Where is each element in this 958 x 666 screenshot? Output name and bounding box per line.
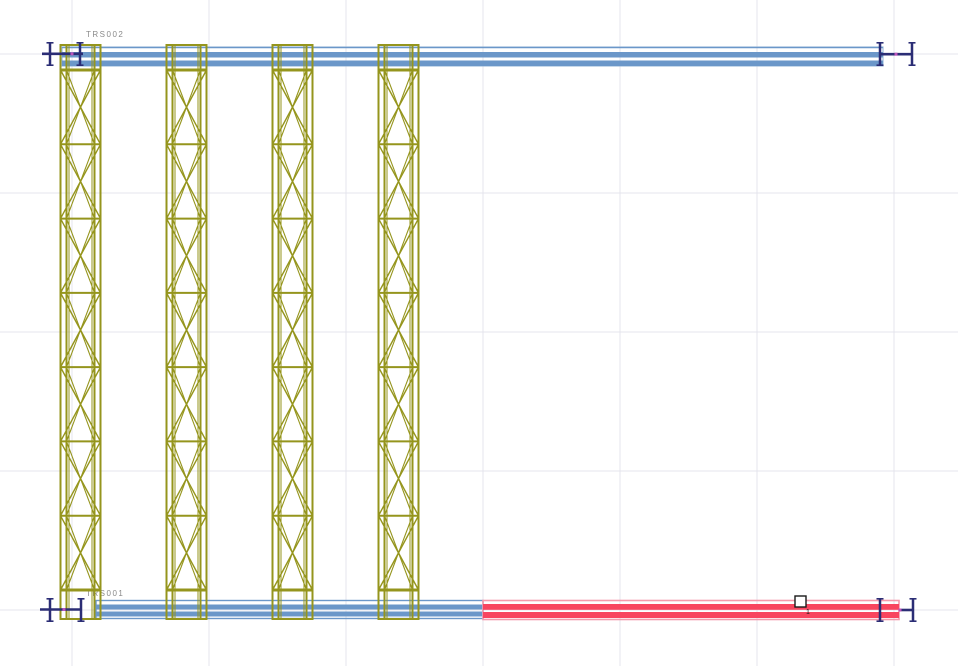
beam-chord xyxy=(62,52,883,58)
truss-diagonal xyxy=(383,366,414,442)
node-point xyxy=(70,52,74,56)
truss-2[interactable] xyxy=(165,44,208,620)
truss-diagonal xyxy=(65,441,96,516)
truss-diagonal xyxy=(277,515,308,591)
truss-diagonal xyxy=(65,366,96,442)
node-point xyxy=(894,52,898,56)
truss-diagonal xyxy=(383,292,414,368)
truss-diagonal xyxy=(171,441,202,516)
beam-trs002[interactable] xyxy=(61,46,884,67)
truss-diagonal xyxy=(277,292,308,368)
truss-diagonal xyxy=(65,69,96,145)
truss-diagonal xyxy=(65,218,96,294)
truss-diagonal xyxy=(65,144,96,219)
truss-diagonal xyxy=(171,366,202,442)
truss-diagonal xyxy=(277,218,308,294)
connector-top-left[interactable] xyxy=(42,41,84,66)
connector-bottom-right[interactable] xyxy=(876,597,917,623)
truss-3[interactable] xyxy=(271,44,314,620)
truss-diagonal xyxy=(277,144,308,219)
beam-label-trs001: TRS001 xyxy=(86,589,124,598)
truss-diagonal xyxy=(277,441,308,516)
truss-diagonal xyxy=(383,144,414,219)
marker-1[interactable]: 1 xyxy=(794,595,810,616)
truss-diagonal xyxy=(383,218,414,294)
beam-chord xyxy=(483,604,899,610)
truss-diagonal xyxy=(383,515,414,591)
truss-diagonal xyxy=(171,69,202,145)
beam-chord xyxy=(62,60,883,66)
beam-chord xyxy=(483,612,899,618)
node-point xyxy=(62,608,66,611)
truss-diagonal xyxy=(171,218,202,294)
truss-diagonal xyxy=(277,366,308,442)
marker-square xyxy=(794,595,807,608)
truss-diagonal xyxy=(383,441,414,516)
truss-diagonal xyxy=(171,515,202,591)
truss-1[interactable] xyxy=(59,44,102,620)
labels-layer: TRS002 TRS001 xyxy=(86,30,124,598)
truss-diagonal xyxy=(171,292,202,368)
beam-label-trs002: TRS002 xyxy=(86,30,124,39)
truss-4[interactable] xyxy=(377,44,420,620)
beam-trs001-blue[interactable] xyxy=(95,599,484,620)
truss-diagonal xyxy=(65,292,96,368)
truss-diagonal xyxy=(383,69,414,145)
marker-number: 1 xyxy=(806,609,810,616)
beam-chord xyxy=(96,611,483,617)
truss-diagonal xyxy=(171,144,202,219)
node-point xyxy=(898,608,902,612)
connector-bottom-left[interactable] xyxy=(40,597,85,623)
truss-diagonal xyxy=(277,69,308,145)
beam-chord xyxy=(96,604,483,610)
connector-top-right[interactable] xyxy=(876,41,916,66)
truss-diagonal xyxy=(65,515,96,591)
